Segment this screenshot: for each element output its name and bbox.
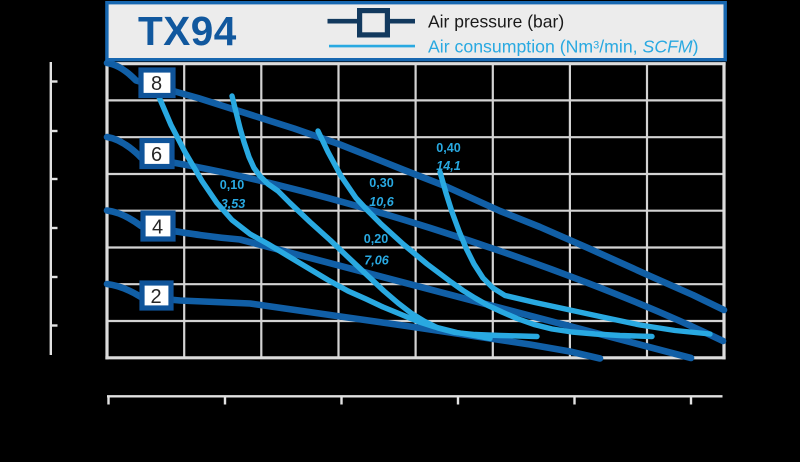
svg-text:7,06: 7,06	[364, 254, 390, 268]
svg-text:0,20: 0,20	[364, 232, 389, 246]
svg-text:8: 8	[151, 73, 162, 95]
svg-text:2: 2	[150, 286, 161, 308]
svg-text:0,40: 0,40	[436, 141, 461, 155]
svg-text:TX94: TX94	[138, 8, 237, 54]
svg-text:10,6: 10,6	[369, 195, 395, 209]
svg-text:Air pressure (bar): Air pressure (bar)	[428, 12, 564, 32]
svg-text:6: 6	[151, 144, 162, 166]
svg-text:0,30: 0,30	[369, 176, 394, 190]
svg-text:3,53: 3,53	[221, 197, 246, 211]
svg-text:14,1: 14,1	[436, 159, 461, 173]
svg-text:Air consumption (Nm3/min, SCFM: Air consumption (Nm3/min, SCFM)	[428, 37, 699, 57]
svg-text:4: 4	[152, 217, 163, 239]
svg-text:0,10: 0,10	[220, 178, 245, 192]
